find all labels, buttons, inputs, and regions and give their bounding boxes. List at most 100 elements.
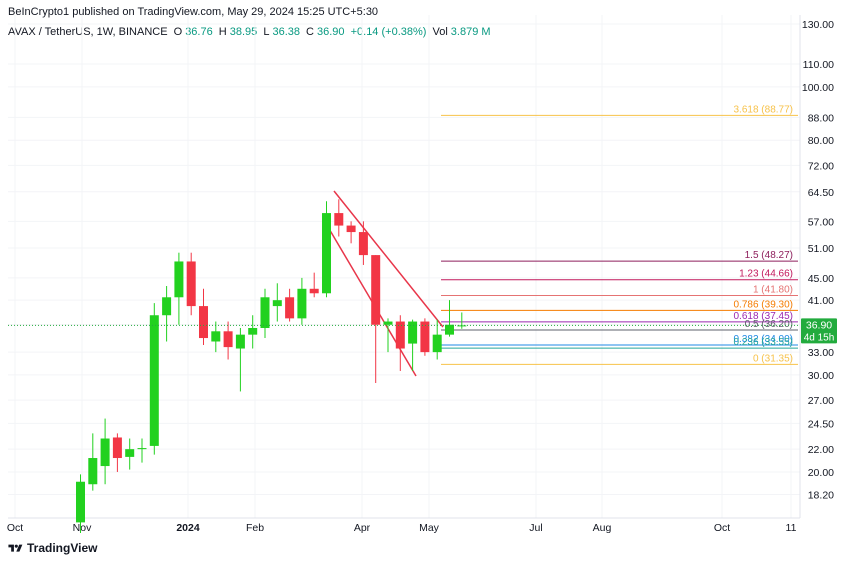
fib-level[interactable]: 0 (31.35)	[441, 353, 798, 365]
x-tick-label: Oct	[714, 522, 730, 534]
tradingview-brand: TradingView	[27, 541, 98, 555]
candle	[137, 438, 147, 463]
y-tick-label: 80.00	[808, 135, 834, 147]
low-label: L	[263, 26, 270, 38]
axes: 130.00 110.00 100.00 88.00 80.00 72.00 64.50 57…	[7, 15, 834, 534]
y-tick-label: 33.00	[808, 347, 834, 359]
fib-level[interactable]: 1.23 (44.66)	[441, 269, 798, 281]
candle	[371, 255, 381, 384]
fib-label: 0.5 (36.20)	[745, 319, 793, 330]
fib-level[interactable]: 0.786 (39.30)	[441, 299, 798, 311]
candle	[235, 328, 245, 392]
candle	[149, 303, 159, 455]
candle-body	[235, 334, 245, 349]
candle-body	[346, 225, 356, 233]
symbol-label[interactable]: AVAX / TetherUS, 1W, BINANCE	[8, 26, 168, 38]
fib-label: 1 (41.80)	[753, 285, 793, 296]
candles	[76, 199, 467, 533]
y-tick-label: 51.00	[808, 243, 834, 255]
y-tick-label: 30.00	[808, 370, 834, 382]
candle-body	[309, 288, 319, 294]
volume-label: Vol	[432, 26, 448, 38]
last-price-badge	[801, 318, 837, 344]
x-tick-label: May	[419, 522, 440, 534]
last-price-value: 36.90	[806, 319, 832, 331]
candle	[211, 321, 221, 353]
y-tick-label: 24.50	[808, 418, 834, 430]
candle	[100, 418, 110, 485]
candle	[186, 252, 196, 316]
y-tick-label: 57.00	[808, 216, 834, 228]
close-value: 36.90	[317, 26, 345, 38]
fib-level[interactable]: 1 (41.80)	[441, 285, 798, 297]
y-tick-label: 41.00	[808, 295, 834, 307]
candle	[383, 318, 393, 353]
candle	[112, 433, 122, 472]
candle	[162, 286, 172, 342]
candle	[76, 474, 85, 533]
tradingview-logo-icon	[8, 544, 23, 552]
y-tick-label: 88.00	[808, 112, 834, 124]
candle-body	[334, 213, 344, 226]
high-value: 38.95	[229, 26, 258, 38]
fib-label: 0.786 (39.30)	[734, 299, 794, 310]
fib-label: 0.236 (33.55)	[734, 337, 794, 348]
fib-label: 0.618 (37.45)	[734, 311, 794, 322]
candle	[199, 288, 208, 345]
candle	[346, 221, 356, 244]
candle-body	[371, 255, 381, 325]
y-tick-label: 110.00	[803, 59, 834, 71]
fib-level[interactable]: 3.618 (88.77)	[441, 104, 798, 116]
candle-body	[100, 438, 110, 467]
y-tick-label: 22.00	[808, 444, 834, 456]
open-value: 36.76	[185, 26, 213, 38]
candle-body	[272, 300, 282, 307]
candle-body	[149, 315, 159, 446]
x-tick-label: Oct	[7, 522, 23, 534]
candle-body	[260, 297, 270, 329]
candle	[420, 318, 430, 356]
candle-body	[285, 297, 295, 319]
candle-body	[112, 437, 122, 459]
candle-body	[408, 321, 418, 344]
candle-body	[137, 448, 147, 450]
candle	[260, 288, 270, 339]
x-tick-label: Nov	[73, 522, 92, 534]
grid	[8, 15, 800, 518]
y-tick-label: 72.00	[808, 160, 834, 172]
candle-body	[322, 213, 331, 294]
candle	[358, 221, 368, 265]
tradingview-footer[interactable]: TradingView	[8, 541, 97, 555]
fib-label: 1.23 (44.66)	[739, 269, 793, 280]
x-tick-label: Apr	[354, 522, 371, 534]
candle-body	[88, 458, 98, 485]
x-tick-label: Aug	[593, 522, 612, 534]
candle-body	[76, 481, 85, 523]
ohlc-legend: AVAX / TetherUS, 1W, BINANCE O 36.76 H 38.…	[8, 26, 494, 38]
fib-level[interactable]: 0.5 (36.20)	[441, 319, 798, 331]
candle-body	[445, 324, 454, 335]
fibonacci-extension[interactable]: 3.618 (88.77) 1.5 (48.27) 1.23 (44.66) 1 (4…	[441, 104, 798, 365]
close-label: C	[306, 26, 314, 38]
fib-level[interactable]: 0.236 (33.55)	[441, 337, 798, 349]
fib-level[interactable]: 0.382 (34.00)	[441, 334, 798, 346]
y-tick-label: 20.00	[808, 467, 834, 479]
fib-level[interactable]: 0.618 (37.45)	[441, 311, 798, 323]
candle	[272, 283, 282, 322]
candle-body	[125, 449, 135, 457]
candle-body	[248, 328, 258, 335]
candle	[322, 201, 331, 298]
high-label: H	[218, 26, 227, 38]
fib-label: 0 (31.35)	[753, 353, 793, 364]
candle	[223, 321, 233, 360]
candle	[285, 288, 295, 322]
fib-label: 3.618 (88.77)	[734, 104, 794, 115]
y-tick-label: 45.00	[808, 273, 834, 285]
candle	[125, 438, 135, 470]
candle-body	[162, 297, 172, 316]
y-tick-label: 27.00	[808, 395, 834, 407]
candle	[309, 272, 319, 298]
fib-level[interactable]: 1.5 (48.27)	[441, 250, 798, 262]
